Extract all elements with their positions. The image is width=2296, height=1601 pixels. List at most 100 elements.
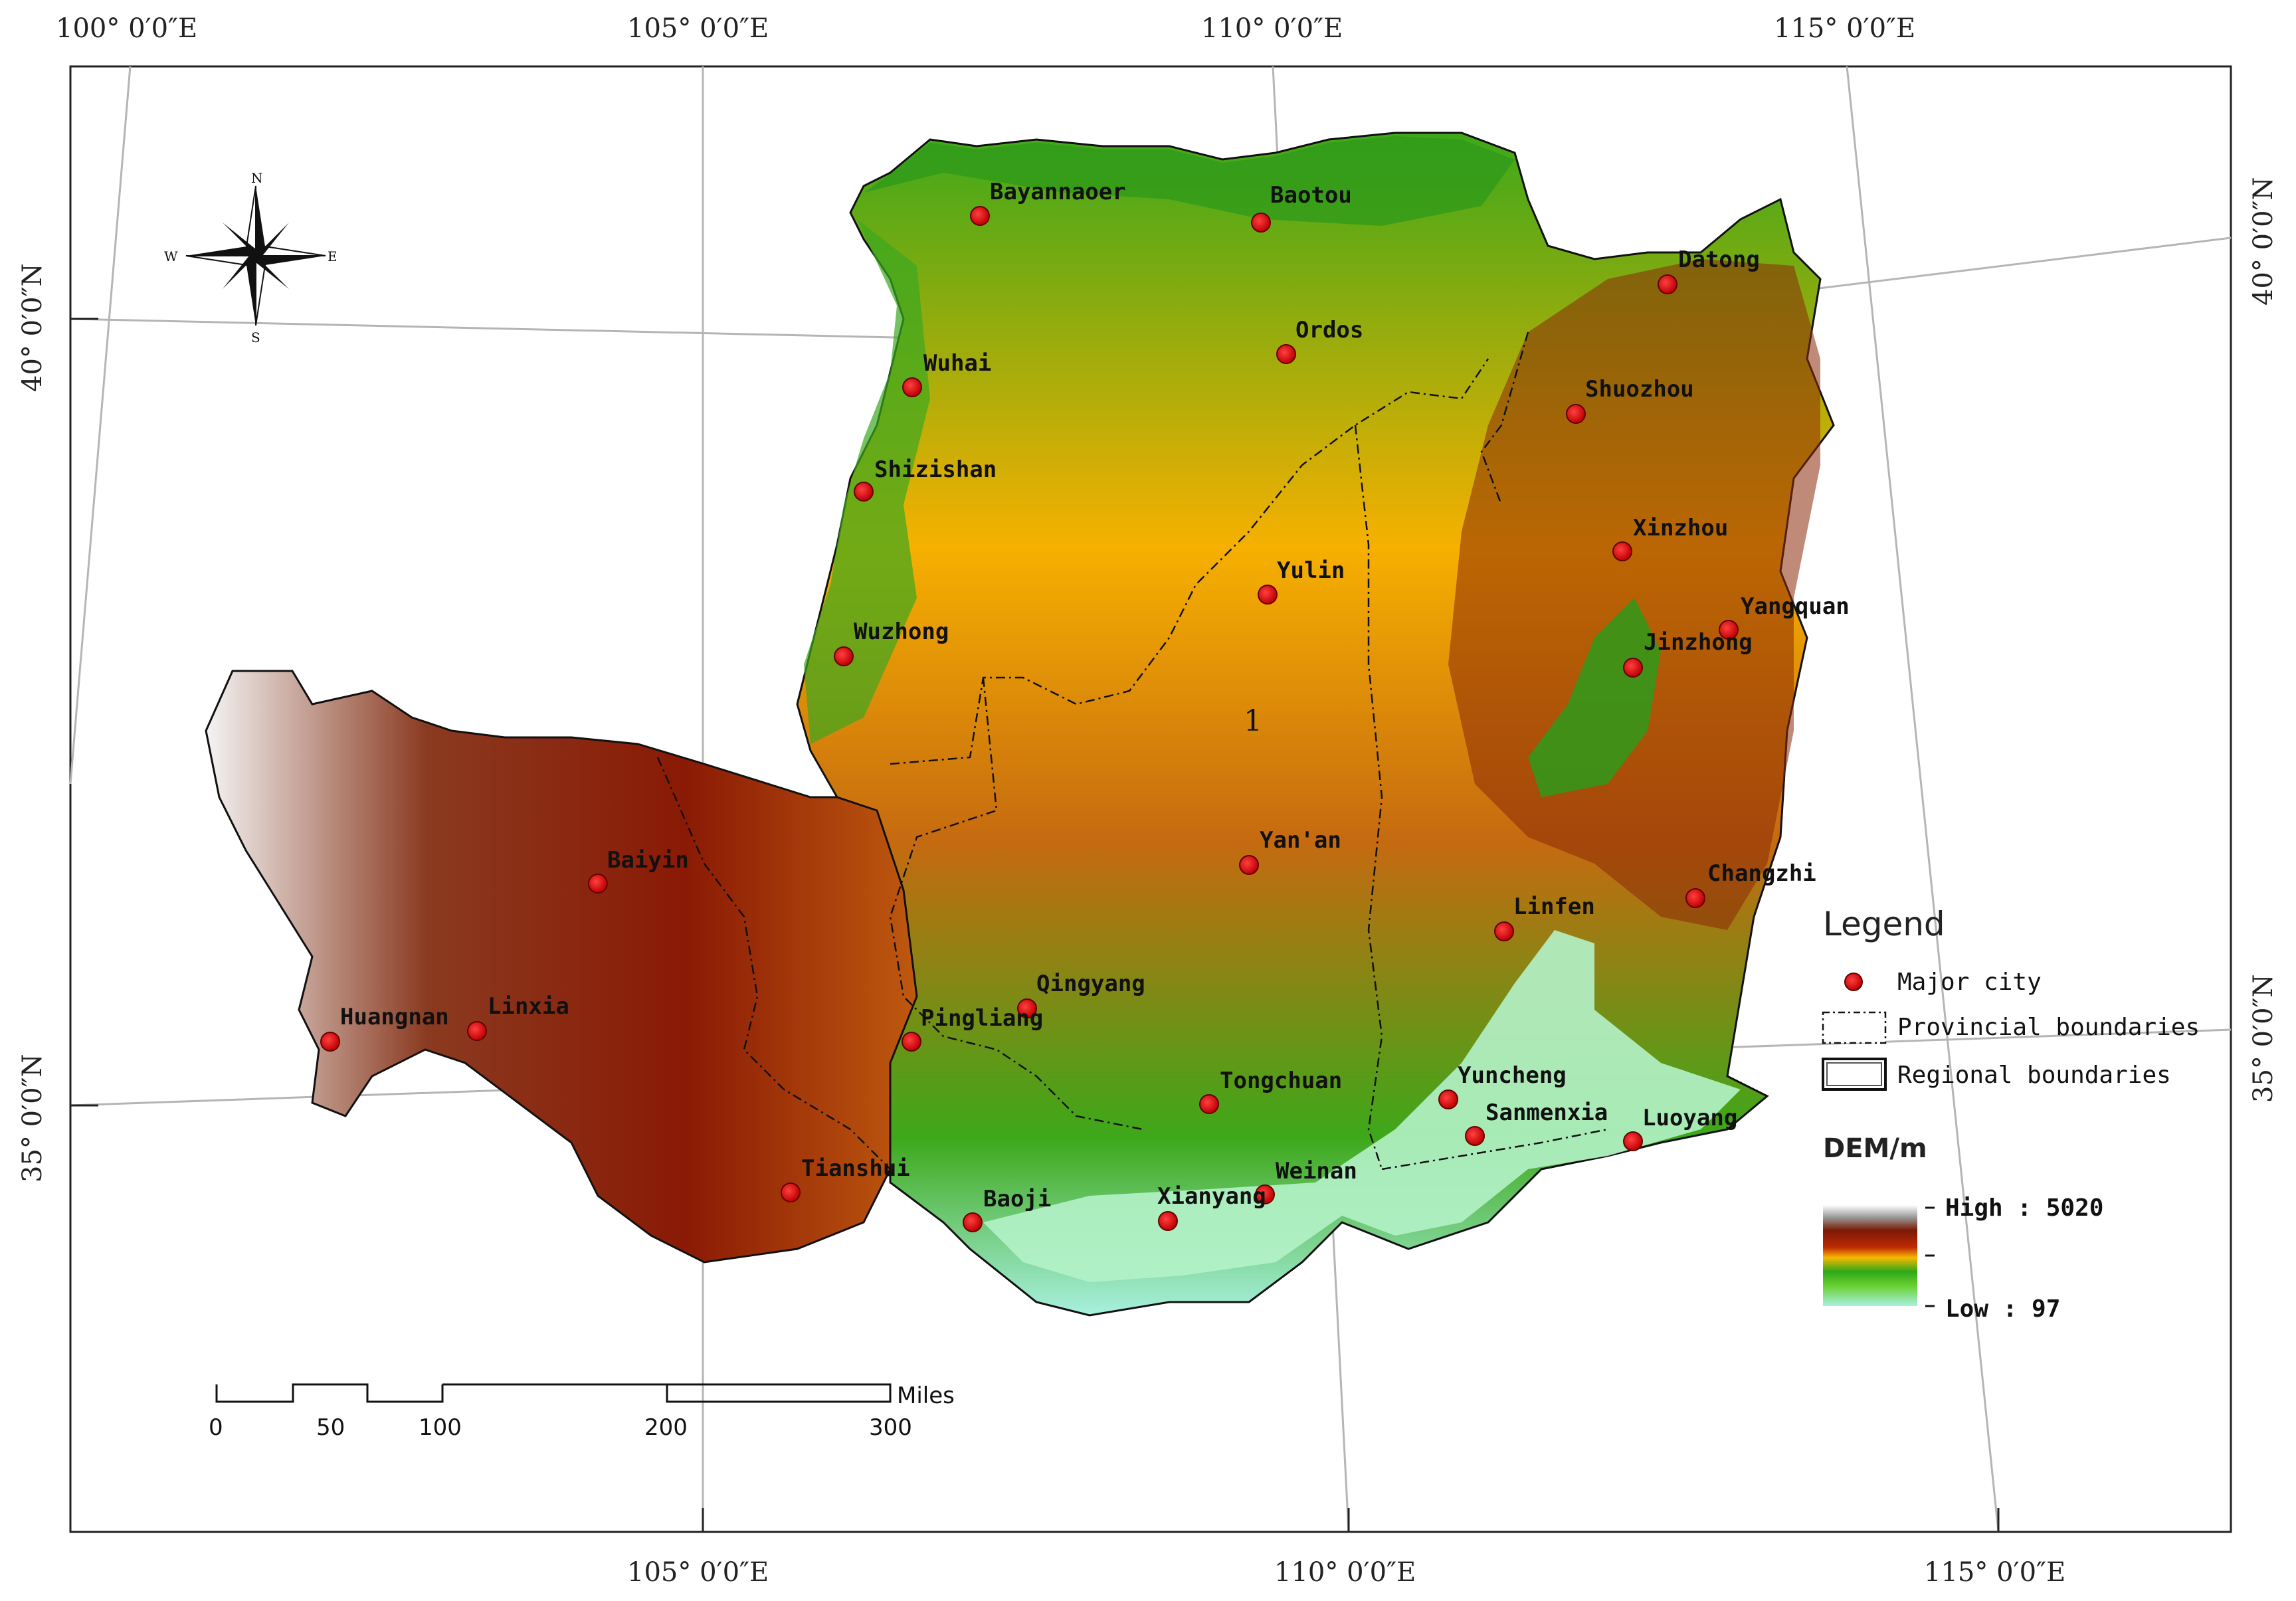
city-label: Changzhi	[1707, 860, 1816, 887]
city-label: Baoji	[983, 1186, 1051, 1212]
bottom-lon-label-110: 110° 0′0″E	[1274, 1557, 1416, 1588]
guanzhong-plain	[983, 930, 1741, 1282]
city-label: Wuhai	[923, 350, 991, 377]
legend-city-text: Major city	[1897, 969, 2042, 996]
city-marker: Pingliang	[902, 1005, 1043, 1052]
city-marker: Datong	[1658, 246, 1760, 294]
legend-city-symbol	[1844, 973, 1863, 991]
legend-title: Legend	[1823, 905, 1945, 943]
city-marker: Shizishan	[854, 456, 997, 502]
compass-rose-icon: N S E W	[164, 170, 337, 345]
city-label: Qingyang	[1036, 971, 1145, 997]
city-marker: Yan'an	[1239, 827, 1341, 875]
bottom-lon-label-115: 115° 0′0″E	[1924, 1557, 2065, 1588]
city-label: Shizishan	[874, 456, 997, 483]
west-plateau-region	[205, 670, 945, 1264]
city-label: Ordos	[1295, 317, 1363, 343]
city-label: Shuozhou	[1585, 376, 1694, 403]
city-marker: Wuzhong	[834, 618, 949, 666]
city-marker: Changzhi	[1685, 860, 1816, 908]
hetao-plain	[864, 136, 1515, 226]
taiyuan-basin	[1528, 598, 1661, 797]
city-label: Bayannaoer	[990, 179, 1126, 205]
left-lat-label-35: 35° 0′0″N	[17, 1054, 48, 1182]
city-marker: Weinan	[1255, 1158, 1357, 1204]
legend-high-label: High : 5020	[1945, 1194, 2103, 1222]
city-marker: Linxia	[467, 993, 569, 1041]
city-marker: Yuncheng	[1438, 1062, 1567, 1109]
city-label: Weinan	[1276, 1158, 1357, 1184]
top-lon-label-105: 105° 0′0″E	[627, 13, 769, 44]
city-marker: Shuozhou	[1566, 376, 1694, 424]
legend-provincial-text: Provincial boundaries	[1897, 1014, 2200, 1041]
scale-unit: Miles	[897, 1382, 955, 1409]
city-marker: Xianyang	[1157, 1183, 1266, 1231]
top-lon-label-115: 115° 0′0″E	[1774, 13, 1915, 44]
city-label: Yulin	[1277, 557, 1345, 584]
city-marker: Luoyang	[1623, 1105, 1737, 1151]
city-marker: Baotou	[1251, 182, 1352, 233]
top-lon-label-100: 100° 0′0″E	[56, 13, 197, 44]
city-label: Datong	[1678, 246, 1760, 273]
compass-w: W	[164, 248, 178, 264]
city-label: Yangquan	[1741, 593, 1850, 620]
top-lon-label-110: 110° 0′0″E	[1201, 13, 1343, 44]
city-marker: Linfen	[1494, 894, 1595, 941]
bottom-lon-label-105: 105° 0′0″E	[627, 1557, 769, 1588]
city-label: Xinzhou	[1633, 515, 1728, 541]
legend-regional-symbol	[1822, 1058, 1887, 1091]
city-label: Linxia	[488, 993, 569, 1020]
city-marker: Yangquan	[1719, 593, 1850, 640]
compass-s: S	[251, 330, 260, 345]
right-lat-label-40: 40° 0′0″N	[2248, 177, 2279, 306]
city-label: Pingliang	[921, 1005, 1043, 1032]
provincial-boundaries	[656, 331, 1608, 1171]
city-marker: Tianshui	[781, 1155, 910, 1202]
city-label: Tongchuan	[1220, 1068, 1342, 1094]
city-label: Luoyang	[1642, 1105, 1737, 1131]
city-label: Yuncheng	[1458, 1062, 1567, 1089]
western-green-strip	[804, 219, 930, 744]
scale-tick-300: 300	[869, 1414, 912, 1441]
scale-tick-100: 100	[419, 1414, 462, 1441]
city-marker: Wuhai	[902, 350, 991, 397]
legend: Legend Major city Provincial boundaries …	[1822, 905, 2200, 1323]
city-label: Sanmenxia	[1485, 1099, 1608, 1126]
city-layer: Bayannaoer Baotou Datong Ordos Wuhai Shu…	[320, 179, 1850, 1232]
scale-tick-0: 0	[209, 1414, 223, 1441]
city-marker: Sanmenxia	[1465, 1099, 1608, 1146]
scale-bar	[215, 1383, 892, 1403]
city-marker: Bayannaoer	[970, 179, 1126, 226]
city-marker: Ordos	[1276, 317, 1363, 364]
region-number-label: 1	[1244, 704, 1262, 738]
legend-provincial-symbol	[1822, 1011, 1887, 1044]
city-marker: Huangnan	[320, 1004, 449, 1052]
city-marker: Baoji	[963, 1186, 1051, 1232]
city-marker: Tongchuan	[1199, 1068, 1342, 1114]
city-label: Yan'an	[1260, 827, 1341, 854]
compass-n: N	[251, 170, 263, 186]
scale-tick-50: 50	[316, 1414, 345, 1441]
city-label: Linfen	[1513, 894, 1595, 920]
city-label: Xianyang	[1157, 1183, 1266, 1210]
scale-tick-200: 200	[644, 1414, 688, 1441]
city-marker: Qingyang	[1017, 971, 1145, 1018]
city-label: Huangnan	[340, 1004, 449, 1030]
legend-dem-title: DEM/m	[1823, 1133, 1927, 1164]
legend-dem-ramp	[1823, 1205, 1917, 1306]
left-lat-label-40: 40° 0′0″N	[17, 263, 48, 392]
right-lat-label-35: 35° 0′0″N	[2248, 974, 2279, 1103]
city-marker: Xinzhou	[1612, 515, 1728, 561]
city-label: Jinzhong	[1644, 629, 1753, 656]
city-marker: Jinzhong	[1623, 629, 1753, 678]
city-label: Tianshui	[801, 1155, 910, 1182]
city-marker: Yulin	[1258, 557, 1345, 605]
city-label: Baotou	[1270, 182, 1352, 209]
legend-regional-text: Regional boundaries	[1897, 1062, 2171, 1089]
city-label: Wuzhong	[854, 618, 949, 645]
city-label: Baiyin	[607, 847, 689, 874]
city-marker: Baiyin	[588, 847, 689, 894]
compass-e: E	[328, 248, 337, 264]
legend-low-label: Low : 97	[1945, 1295, 2060, 1323]
